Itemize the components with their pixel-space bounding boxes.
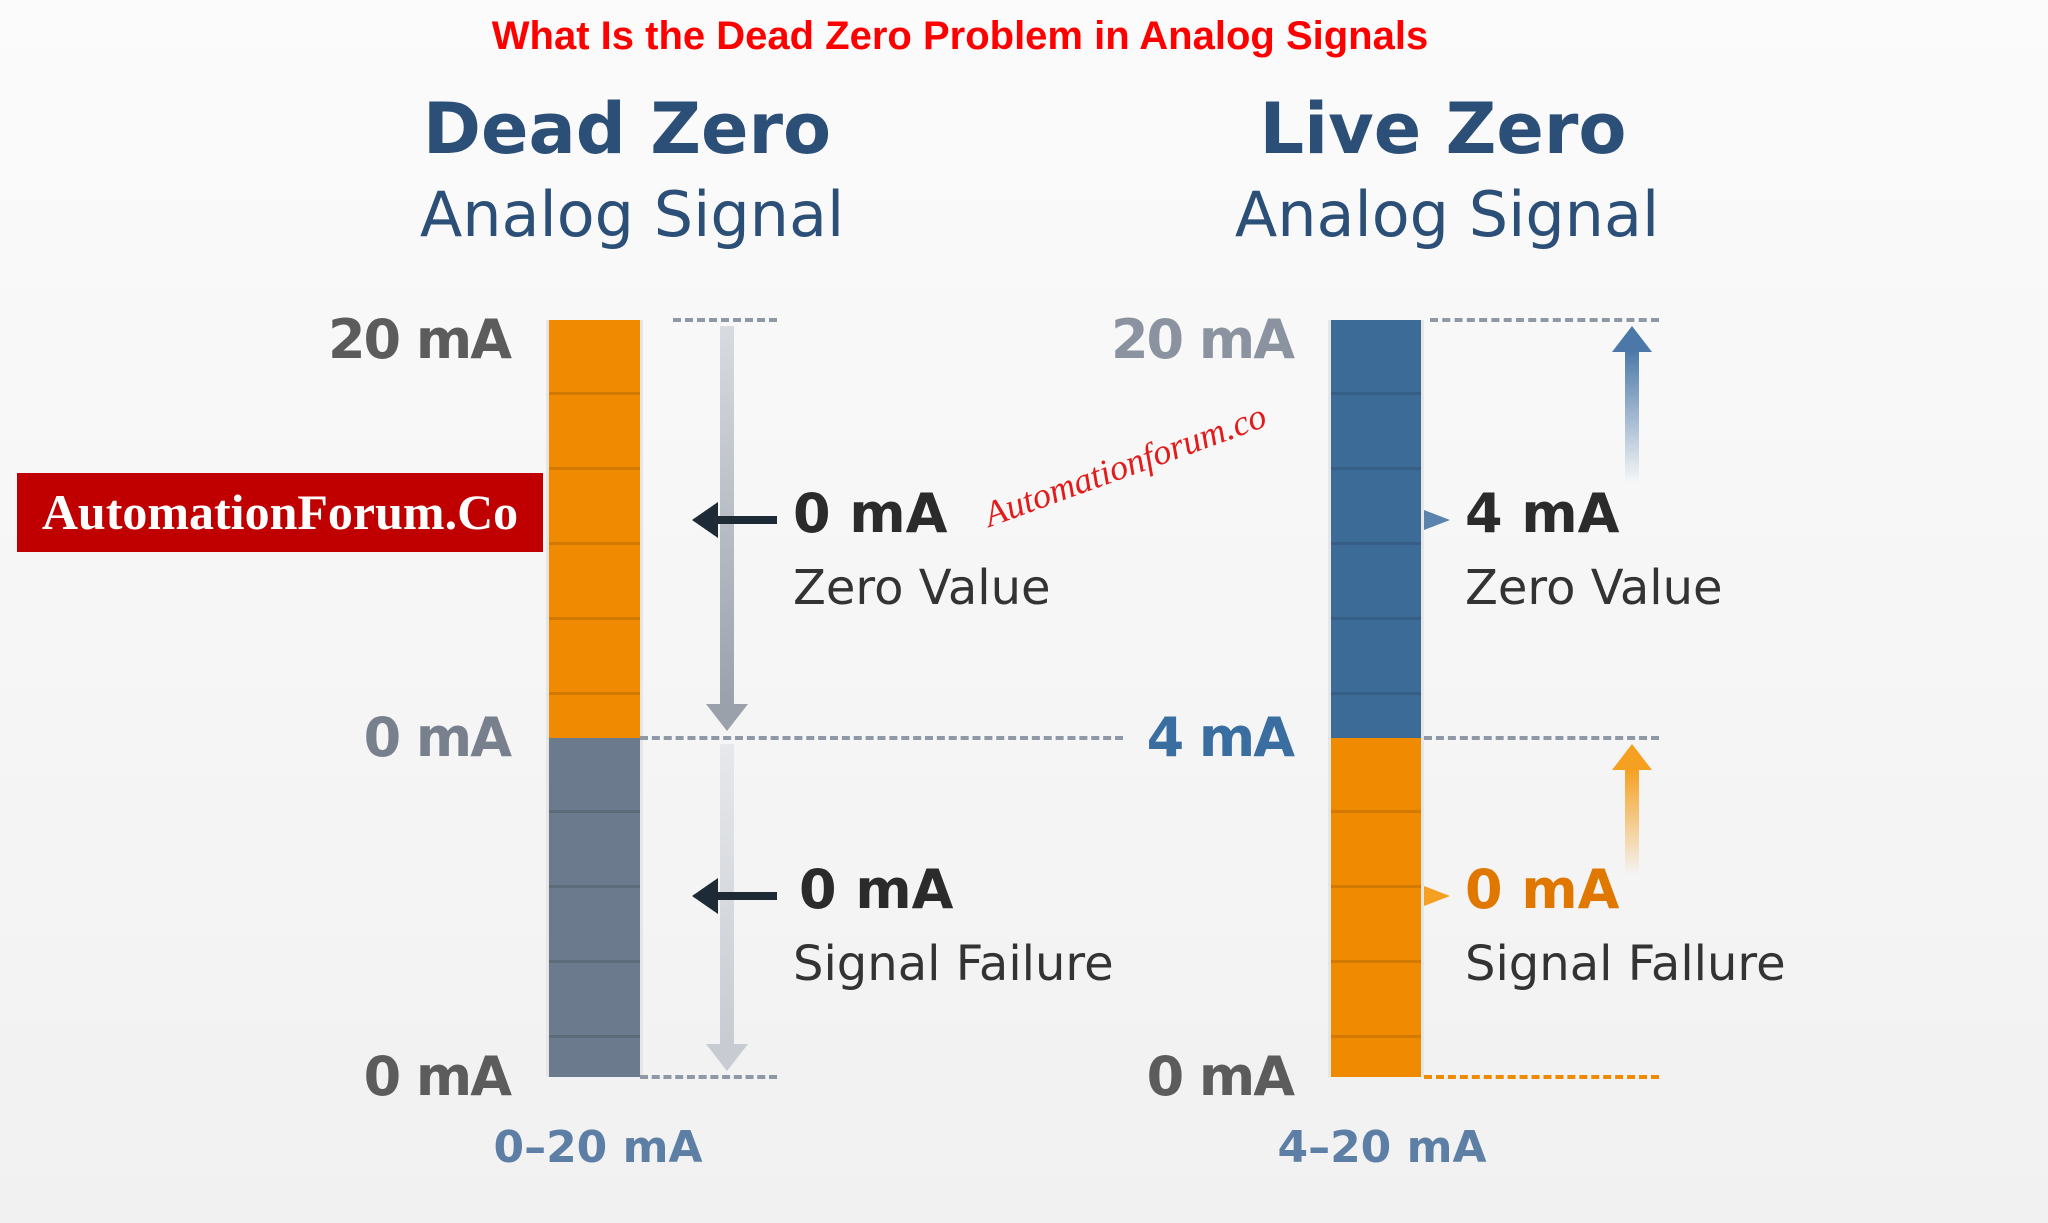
dead-zero-value: 0 mA bbox=[793, 482, 948, 545]
live-range: 4–20 mA bbox=[1277, 1122, 1487, 1173]
left-arrow-zero-icon bbox=[692, 502, 777, 538]
dead-failure-label: Signal Failure bbox=[793, 936, 1114, 992]
dead-axis-top: 20 mA bbox=[327, 308, 512, 371]
dead-signal-bar bbox=[546, 320, 643, 738]
dead-failure-bar bbox=[546, 738, 643, 1077]
zero-line-dash bbox=[640, 736, 1123, 740]
brand-banner: AutomationForum.Co bbox=[17, 473, 543, 552]
live-zero-dash bbox=[1424, 736, 1659, 740]
dead-axis-bottom: 0 mA bbox=[363, 1045, 512, 1108]
live-failure-label: Signal Fallure bbox=[1465, 936, 1786, 992]
live-top-dash bbox=[1430, 318, 1659, 322]
dead-zero-heading: Dead Zero bbox=[422, 88, 832, 170]
live-zero-label: Zero Value bbox=[1465, 560, 1723, 616]
dead-zero-subheading: Analog Signal bbox=[419, 178, 845, 251]
live-axis-bottom: 0 mA bbox=[1146, 1045, 1295, 1108]
live-zero-heading: Live Zero bbox=[1259, 88, 1627, 170]
live-failure-bar bbox=[1328, 738, 1424, 1077]
live-failure-value: 0 mA bbox=[1465, 858, 1620, 921]
live-axis-top: 20 mA bbox=[1110, 308, 1295, 371]
up-arrow-orange-icon bbox=[1612, 744, 1652, 875]
up-arrow-blue-icon bbox=[1612, 326, 1652, 483]
dead-failure-value: 0 mA bbox=[799, 858, 954, 921]
dead-top-dash bbox=[673, 318, 777, 322]
left-arrow-failure-icon bbox=[692, 878, 777, 914]
live-signal-bar bbox=[1328, 320, 1424, 738]
dead-range: 0–20 mA bbox=[493, 1122, 703, 1173]
dead-zero-label: Zero Value bbox=[793, 560, 1051, 616]
dead-bottom-dash bbox=[640, 1075, 777, 1079]
pointer-zero-icon bbox=[1424, 510, 1450, 530]
pointer-failure-icon bbox=[1424, 886, 1450, 906]
dead-axis-middle: 0 mA bbox=[363, 706, 512, 769]
live-zero-value: 4 mA bbox=[1465, 482, 1620, 545]
live-axis-middle: 4 mA bbox=[1146, 706, 1295, 769]
live-bottom-dash bbox=[1424, 1075, 1659, 1079]
live-zero-subheading: Analog Signal bbox=[1234, 178, 1660, 251]
page-title: What Is the Dead Zero Problem in Analog … bbox=[491, 14, 1429, 58]
